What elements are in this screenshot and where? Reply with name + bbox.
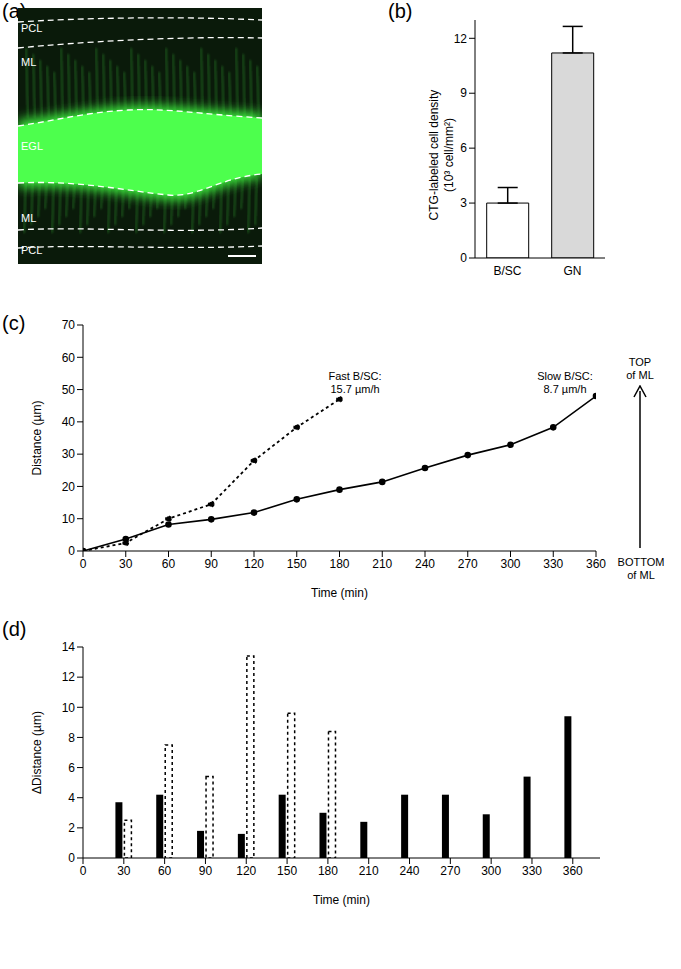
svg-text:330: 330 bbox=[543, 557, 563, 571]
svg-text:ΔDistance (µm): ΔDistance (µm) bbox=[30, 711, 44, 794]
svg-text:90: 90 bbox=[199, 864, 213, 878]
svg-text:30: 30 bbox=[62, 447, 76, 461]
html-text:(10³ cell/mm²): (10³ cell/mm²) bbox=[442, 118, 456, 192]
svg-text:150: 150 bbox=[287, 557, 307, 571]
svg-text:3: 3 bbox=[460, 196, 467, 210]
svg-text:12: 12 bbox=[62, 670, 76, 684]
svg-text:180: 180 bbox=[329, 557, 349, 571]
html-text:PCL: PCL bbox=[21, 22, 43, 34]
svg-text:300: 300 bbox=[500, 557, 520, 571]
svg-text:4: 4 bbox=[68, 791, 75, 805]
svg-text:0: 0 bbox=[68, 544, 75, 558]
svg-text:270: 270 bbox=[440, 864, 460, 878]
html-text:EGL: EGL bbox=[21, 140, 43, 152]
svg-text:GN: GN bbox=[564, 264, 582, 278]
svg-text:90: 90 bbox=[205, 557, 219, 571]
svg-text:70: 70 bbox=[62, 318, 76, 332]
html-text:ML: ML bbox=[21, 56, 37, 68]
svg-text:Time (min): Time (min) bbox=[311, 586, 368, 600]
html-text:(b): (b) bbox=[388, 0, 413, 22]
svg-text:8: 8 bbox=[68, 731, 75, 745]
svg-text:60: 60 bbox=[62, 351, 76, 365]
svg-text:0: 0 bbox=[80, 864, 87, 878]
html-text:PCL: PCL bbox=[21, 244, 43, 256]
svg-text:2: 2 bbox=[68, 821, 75, 835]
svg-text:360: 360 bbox=[563, 864, 583, 878]
svg-text:0: 0 bbox=[80, 557, 87, 571]
html-text:(d): (d) bbox=[2, 618, 27, 640]
svg-text:30: 30 bbox=[117, 864, 131, 878]
svg-text:210: 210 bbox=[359, 864, 379, 878]
svg-text:Distance (µm): Distance (µm) bbox=[30, 401, 44, 476]
html-text:CTG-labeled cell density: CTG-labeled cell density bbox=[427, 89, 441, 221]
svg-text:60: 60 bbox=[162, 557, 176, 571]
svg-text:150: 150 bbox=[277, 864, 297, 878]
svg-text:12: 12 bbox=[454, 32, 468, 46]
svg-text:300: 300 bbox=[481, 864, 501, 878]
svg-text:360: 360 bbox=[586, 557, 606, 571]
html-text:TOP of ML: TOP of ML bbox=[626, 356, 654, 381]
svg-text:9: 9 bbox=[460, 86, 467, 100]
svg-text:20: 20 bbox=[62, 480, 76, 494]
html-text:ML: ML bbox=[21, 212, 37, 224]
html-text:BOTTOM of ML: BOTTOM of ML bbox=[617, 556, 665, 581]
html-text:(a): (a) bbox=[2, 0, 27, 22]
svg-text:40: 40 bbox=[62, 415, 76, 429]
svg-text:120: 120 bbox=[244, 557, 264, 571]
html-text:Fast B/SC: 15.7 µm/h: Fast B/SC: 15.7 µm/h bbox=[328, 370, 382, 395]
svg-text:240: 240 bbox=[400, 864, 420, 878]
html-text:(c): (c) bbox=[2, 312, 26, 334]
svg-text:120: 120 bbox=[236, 864, 256, 878]
svg-text:60: 60 bbox=[158, 864, 172, 878]
svg-text:270: 270 bbox=[458, 557, 478, 571]
svg-text:240: 240 bbox=[415, 557, 435, 571]
svg-text:0: 0 bbox=[460, 251, 467, 265]
svg-text:330: 330 bbox=[522, 864, 542, 878]
svg-text:210: 210 bbox=[372, 557, 392, 571]
svg-text:6: 6 bbox=[460, 141, 467, 155]
svg-text:14: 14 bbox=[62, 640, 76, 654]
svg-text:10: 10 bbox=[62, 512, 76, 526]
svg-text:30: 30 bbox=[119, 557, 133, 571]
svg-text:50: 50 bbox=[62, 383, 76, 397]
svg-text:180: 180 bbox=[318, 864, 338, 878]
svg-text:6: 6 bbox=[68, 761, 75, 775]
svg-text:Time (min): Time (min) bbox=[313, 893, 370, 907]
svg-text:B/SC: B/SC bbox=[493, 264, 521, 278]
svg-text:0: 0 bbox=[68, 851, 75, 865]
svg-text:10: 10 bbox=[62, 701, 76, 715]
html-text:Slow B/SC: 8.7 µm/h: Slow B/SC: 8.7 µm/h bbox=[537, 370, 593, 395]
